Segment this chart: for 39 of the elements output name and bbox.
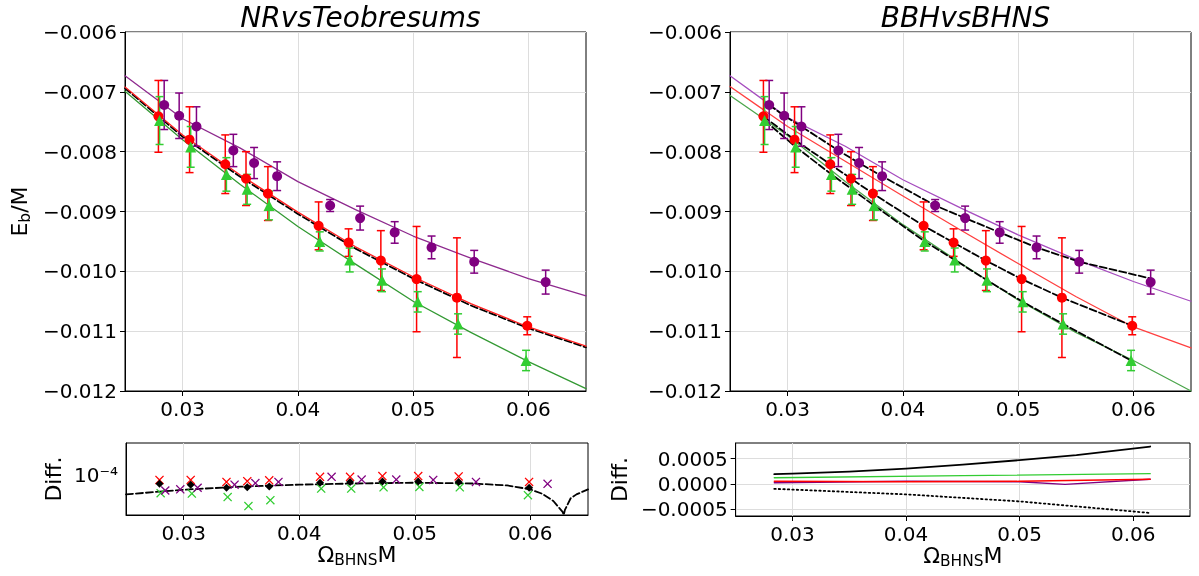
x-tick-label: 0.06 <box>507 521 553 545</box>
text: 10⁻⁴ <box>73 462 119 487</box>
x-tick-label: 0.05 <box>997 522 1042 546</box>
y-tick-label: 0.0000 <box>657 471 728 496</box>
x-tick-label: 0.03 <box>161 521 207 545</box>
chart-title: NRvsTeobresums <box>240 0 481 34</box>
y-tick-label: −0.009 <box>647 199 722 224</box>
y-tick-label: −0.009 <box>42 199 117 224</box>
y-tick-label: 0.0005 <box>657 446 728 471</box>
y-tick-label: −0.011 <box>647 319 722 344</box>
x-tick-label: 0.05 <box>392 521 438 545</box>
x-tick-label: 0.03 <box>770 522 815 546</box>
x-tick-label: 0.06 <box>1110 522 1156 546</box>
x-tick-label: 0.03 <box>160 397 205 421</box>
y-tick-label: −0.0005 <box>640 496 728 521</box>
x-tick-label: 0.04 <box>275 397 321 421</box>
y-tick-label: −0.006 <box>647 20 722 44</box>
chart-title: BBHvsBHNS <box>880 0 1051 34</box>
y-tick-label: −0.007 <box>647 79 722 104</box>
y-tick-label: −0.012 <box>647 379 722 403</box>
x-tick-label: 0.03 <box>765 397 810 421</box>
x-tick-label: 0.04 <box>276 521 322 545</box>
x-tick-label: 0.05 <box>390 397 436 421</box>
y-tick-label: −0.008 <box>647 139 722 164</box>
y-axis-title: Diff. <box>40 456 66 502</box>
y-tick-label: −0.010 <box>647 259 722 284</box>
y-tick-label: −0.006 <box>42 20 117 44</box>
y-tick-label: −0.007 <box>42 79 117 104</box>
x-tick-label: 0.06 <box>506 397 551 421</box>
y-axis-title: Diff. <box>606 456 632 503</box>
y-tick-label: −0.012 <box>42 379 117 403</box>
y-tick-label: −0.008 <box>42 139 117 164</box>
y-tick-label: −0.011 <box>42 319 117 344</box>
x-tick-label: 0.04 <box>883 522 929 546</box>
y-tick-label: −0.010 <box>42 259 117 284</box>
x-tick-label: 0.04 <box>880 397 926 421</box>
x-tick-label: 0.05 <box>995 397 1041 421</box>
x-tick-label: 0.06 <box>1111 397 1156 421</box>
y-axis-title: Eb/M <box>7 186 34 237</box>
